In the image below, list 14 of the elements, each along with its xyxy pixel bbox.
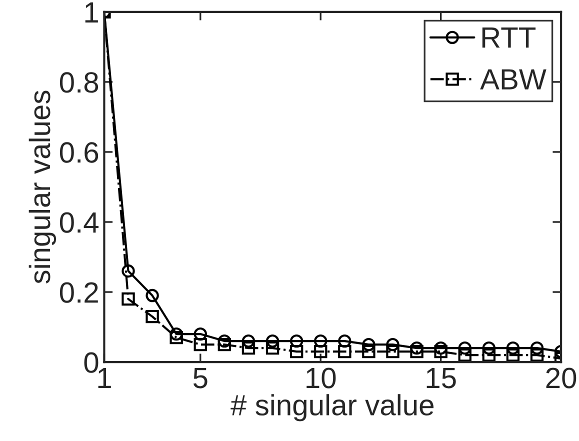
y-tick-label: 1 (85, 2, 98, 22)
y-axis-title: singular values (28, 90, 56, 284)
x-tick-label: 15 (426, 368, 456, 388)
x-axis-title: # singular value (230, 394, 434, 422)
y-tick-label: 0.4 (60, 212, 99, 233)
x-tick-label: 10 (306, 368, 336, 388)
y-tick-label: 0 (84, 352, 98, 373)
y-tick-label: 0.8 (60, 72, 98, 93)
legend-label: ABW (480, 69, 546, 90)
x-tick-label: 5 (193, 368, 208, 388)
legend-label: RTT (482, 28, 536, 48)
x-tick-label: 20 (546, 368, 576, 388)
y-tick-label: 0.6 (60, 142, 98, 163)
y-tick-label: 0.2 (60, 282, 98, 303)
